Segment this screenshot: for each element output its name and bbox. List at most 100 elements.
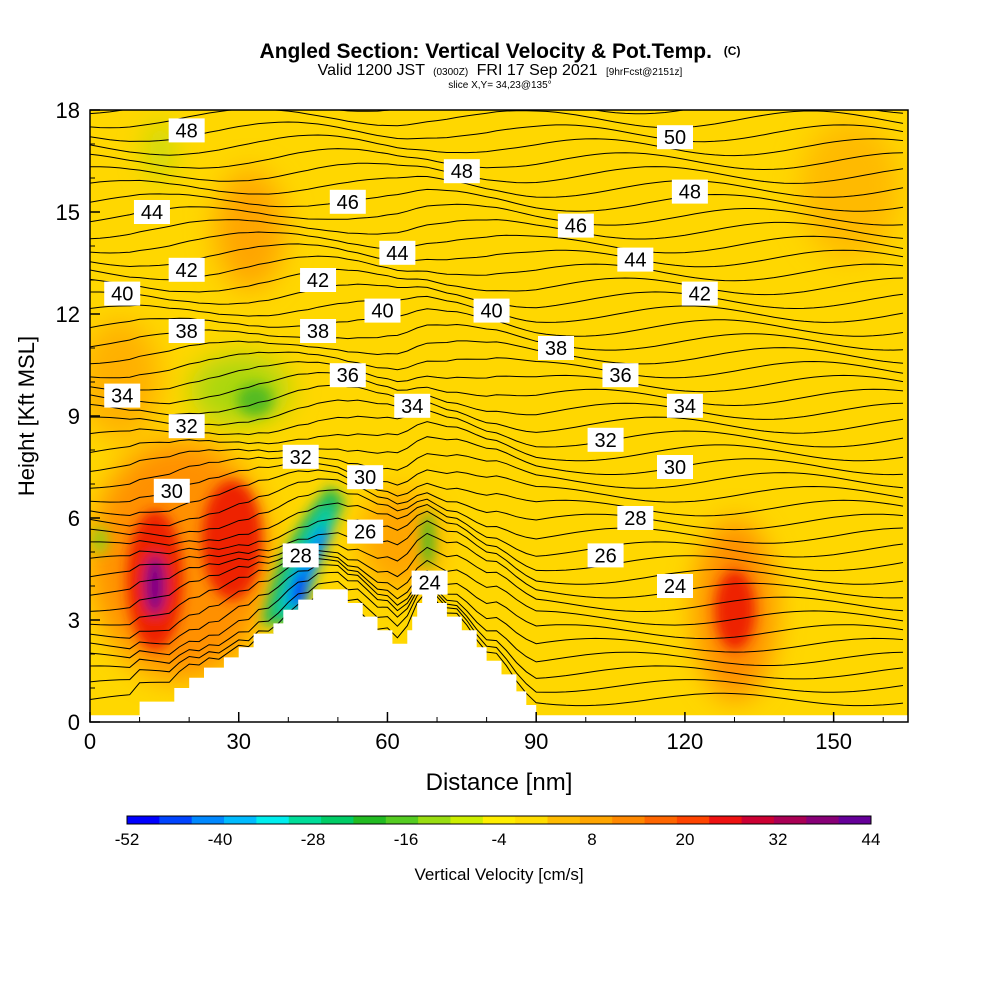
- contour-label-text: 44: [386, 243, 408, 265]
- chart-title: Angled Section: Vertical Velocity & Pot.…: [260, 40, 741, 63]
- contour-label-box: [168, 118, 205, 143]
- contour-label-text: 50: [664, 127, 686, 149]
- theta-contour-line: [90, 469, 904, 517]
- theta-contour-line: [90, 162, 904, 184]
- contour-label-text: 46: [337, 192, 359, 214]
- theta-contour-line: [90, 558, 904, 640]
- contour-label-text: 34: [674, 396, 696, 418]
- contour-label-text: 28: [624, 508, 646, 530]
- field-orange-left: [90, 320, 160, 440]
- theta-contour-line: [90, 371, 904, 407]
- contour-label: 28: [282, 543, 319, 568]
- colorbar-swatch: [159, 816, 193, 824]
- y-tick-label: 3: [68, 608, 80, 633]
- theta-contour-line: [90, 436, 904, 476]
- contour-label-box: [364, 298, 401, 323]
- theta-contour-line: [90, 268, 904, 296]
- colorbar-swatch: [191, 816, 225, 824]
- contour-label-box: [557, 213, 594, 238]
- colorbar-swatch: [547, 816, 581, 824]
- contour-label: 24: [411, 570, 448, 595]
- theta-contour-line: [90, 243, 904, 268]
- green-patch-thin: [422, 512, 434, 568]
- colorbar-swatch: [709, 816, 743, 824]
- contour-label-box: [587, 427, 624, 452]
- contour-label-text: 30: [664, 457, 686, 479]
- field-orange-mid: [360, 490, 440, 590]
- colorbar-frame: [126, 815, 872, 825]
- theta-contour-line: [90, 188, 904, 212]
- theta-contour-line: [90, 564, 904, 653]
- contour-label: 42: [168, 257, 205, 282]
- colorbar-tick-label: 32: [769, 830, 788, 849]
- contour-label-text: 26: [354, 522, 376, 544]
- updraft-core-mid: [202, 480, 262, 600]
- colorbar-swatch: [450, 816, 484, 824]
- contour-label: 46: [557, 213, 594, 238]
- theta-contour-line: [90, 231, 904, 254]
- contour-label-box: [443, 159, 480, 184]
- contour-label: 40: [364, 298, 401, 323]
- theta-contour-line: [90, 121, 904, 143]
- colorbar-tick-label: -28: [301, 830, 326, 849]
- terrain: [90, 589, 908, 722]
- contour-label-box: [104, 281, 141, 306]
- colorbar-swatch: [741, 816, 775, 824]
- field-green-mid: [190, 355, 290, 425]
- colorbar-tick-label: -16: [394, 830, 419, 849]
- colorbar-swatch: [676, 816, 710, 824]
- contour-label: 34: [666, 393, 703, 418]
- contour-label-box: [656, 455, 693, 479]
- theta-contour-line: [90, 590, 904, 707]
- colorbar-tick-label: -52: [115, 830, 140, 849]
- contour-label-box: [168, 319, 205, 343]
- contour-label-text: 44: [624, 250, 646, 272]
- colorbar-swatch: [806, 816, 840, 824]
- contour-label-box: [671, 179, 708, 204]
- contour-label-box: [282, 543, 319, 568]
- colorbar-swatch: [482, 816, 516, 824]
- theta-contour-line: [90, 462, 904, 503]
- contour-label: 38: [538, 336, 575, 360]
- colorbar-tick-label: 8: [587, 830, 596, 849]
- theta-contour-line: [90, 399, 904, 434]
- colorbar-swatch: [353, 816, 387, 824]
- contour-label: 46: [329, 189, 366, 214]
- colorbar-tick-label: 20: [676, 830, 695, 849]
- contour-label-box: [153, 478, 190, 503]
- field-green-upper: [148, 120, 172, 180]
- contour-label-box: [587, 543, 624, 568]
- y-tick-label: 0: [68, 710, 80, 735]
- subtitle-zone: (0300Z): [433, 67, 468, 78]
- theta-contour-line: [90, 571, 904, 666]
- contour-label-box: [681, 281, 718, 306]
- contour-label-box: [347, 465, 384, 490]
- contour-label-text: 42: [689, 284, 711, 306]
- chart-slice-note: slice X,Y= 34,23@135°: [448, 80, 551, 91]
- contour-label-text: 40: [111, 284, 133, 306]
- contour-label-box: [168, 414, 205, 439]
- contour-label: 32: [587, 427, 624, 452]
- x-tick-label: 120: [667, 729, 704, 754]
- colorbar: -52 -40 -28 -16 -4 8 20 32 44: [115, 815, 880, 849]
- contour-label-text: 46: [565, 216, 587, 238]
- contour-label: 50: [656, 125, 693, 150]
- contour-label-text: 48: [176, 120, 198, 142]
- colorbar-swatch: [644, 816, 678, 824]
- contour-label: 26: [587, 543, 624, 568]
- plot-area: 48 50 48 48 44 46 46 44 44 42 42 42 40 40 40 38 38 38 36 36…: [90, 110, 908, 722]
- contour-label: 34: [394, 393, 431, 418]
- colorbar-label: Vertical Velocity [cm/s]: [414, 865, 583, 884]
- theta-contour-line: [90, 175, 904, 198]
- contour-label-box: [656, 125, 693, 150]
- contour-label: 44: [379, 240, 416, 265]
- updraft-core-left-peak: [145, 555, 165, 615]
- contour-label-box: [168, 257, 205, 282]
- theta-contour-line: [90, 453, 904, 489]
- x-tick-label: 90: [524, 729, 548, 754]
- contour-label: 30: [656, 455, 693, 479]
- contour-label-text: 40: [371, 301, 393, 323]
- contour-label-text: 42: [176, 260, 198, 282]
- contour-label-box: [329, 363, 366, 388]
